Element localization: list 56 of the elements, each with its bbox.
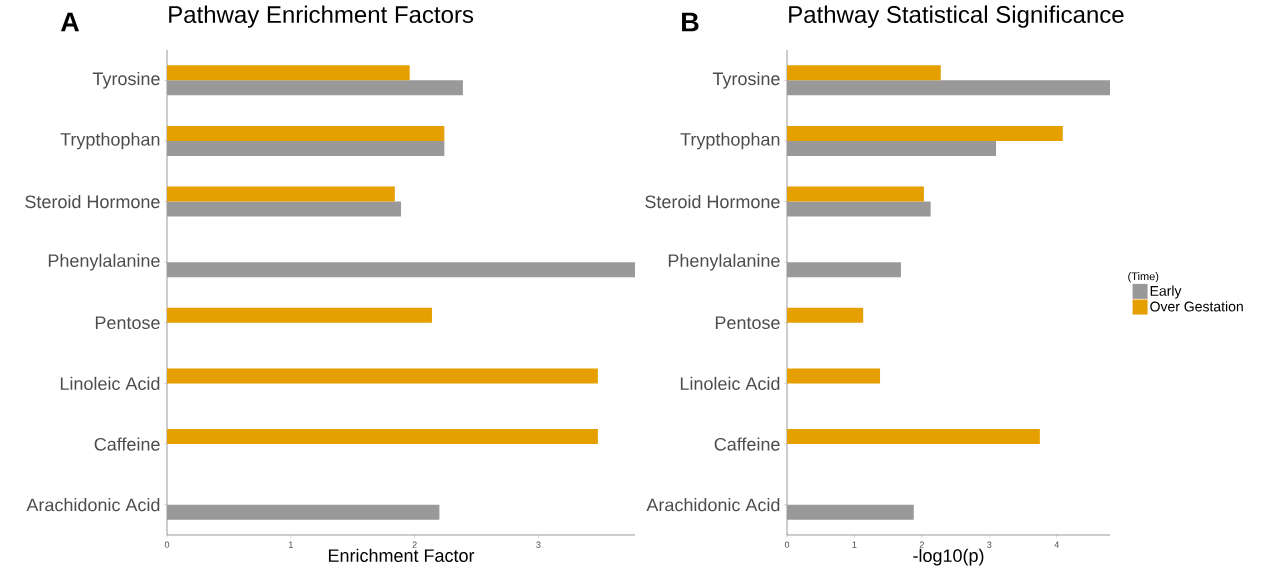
y-tick-label: Caffeine — [94, 437, 160, 451]
chart-title: Pathway Statistical Significance — [789, 5, 1124, 28]
y-tick-label: Trypthophan — [60, 132, 160, 150]
y-tick-label: Linoleic Acid — [60, 376, 160, 391]
y-tick-label: Phenylalanine — [668, 253, 780, 271]
chart-title: Pathway Enrichment Factors — [169, 5, 474, 28]
x-tick-label: 2 — [919, 541, 924, 548]
x-tick-label: 3 — [987, 541, 992, 548]
bar — [787, 140, 997, 156]
bar — [167, 368, 598, 384]
bar — [167, 504, 440, 520]
x-tick-label: 1 — [852, 541, 857, 548]
legend-title: (Time) — [1128, 272, 1159, 283]
x-tick-label: 1 — [289, 541, 293, 548]
x-tick-label: 2 — [412, 541, 417, 548]
bar — [167, 65, 410, 81]
bar — [787, 307, 864, 323]
y-tick-label: Tyrosine — [92, 71, 160, 89]
legend-label: Over Gestation — [1150, 301, 1243, 312]
bar — [787, 80, 1110, 96]
y-tick-label: Pentose — [95, 316, 160, 330]
text: B — [682, 12, 699, 32]
bar — [787, 504, 914, 520]
bar — [167, 140, 445, 156]
y-tick-label: Tyrosine — [712, 71, 780, 89]
x-axis-title: Enrichment Factor — [328, 548, 475, 562]
y-tick-label: Steroid Hormone — [645, 194, 780, 209]
bar — [787, 368, 881, 384]
bar — [167, 186, 395, 202]
bar — [787, 125, 1063, 141]
x-axis-title: -log10(p) — [913, 548, 984, 566]
y-tick-label: Arachidonic Acid — [26, 498, 160, 512]
y-tick-label: Trypthophan — [680, 132, 780, 150]
x-tick-label: 3 — [536, 541, 541, 548]
bar — [167, 80, 463, 96]
x-tick-label: 0 — [164, 541, 170, 548]
bar — [787, 186, 924, 202]
x-tick-label: 4 — [1054, 541, 1059, 548]
text: A — [60, 12, 80, 32]
bar — [167, 201, 402, 217]
bar — [167, 429, 598, 445]
bar — [167, 262, 636, 278]
bar — [787, 262, 901, 278]
y-tick-label: Pentose — [715, 316, 780, 330]
bar — [787, 429, 1040, 445]
bar — [787, 201, 931, 217]
y-tick-label: Caffeine — [714, 437, 780, 451]
x-tick-label: 0 — [784, 541, 790, 548]
y-tick-label: Phenylalanine — [48, 253, 160, 271]
legend-label: Early — [1150, 285, 1182, 299]
bar — [167, 125, 445, 141]
y-tick-label: Steroid Hormone — [25, 194, 160, 209]
bar — [787, 65, 941, 81]
bar — [167, 307, 432, 323]
y-tick-label: Arachidonic Acid — [646, 498, 780, 512]
y-tick-label: Linoleic Acid — [680, 376, 780, 391]
